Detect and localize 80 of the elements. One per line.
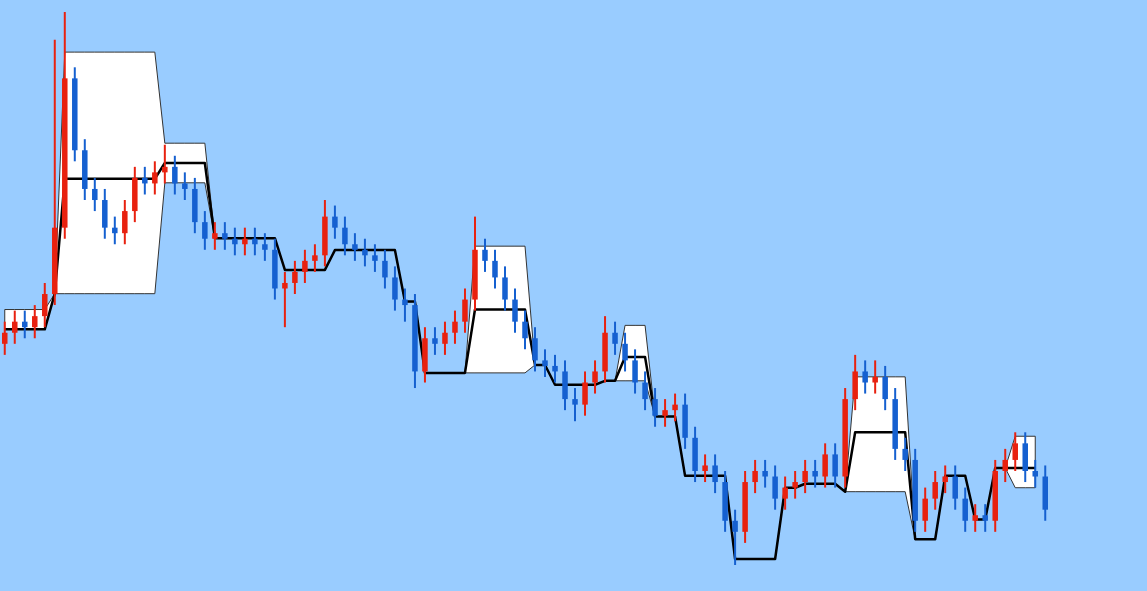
candlestick <box>452 309 458 345</box>
candlestick <box>342 215 348 257</box>
candlestick <box>982 503 988 533</box>
candlestick <box>212 221 218 251</box>
candlestick <box>522 309 528 351</box>
candlestick <box>592 359 598 395</box>
candlestick <box>302 248 308 284</box>
candlestick <box>712 453 718 495</box>
candlestick <box>372 243 378 273</box>
candlestick <box>902 436 908 472</box>
candlestick <box>792 469 798 500</box>
candlestick <box>482 237 488 273</box>
candlestick <box>152 160 158 196</box>
candlestick <box>1032 458 1038 489</box>
candlestick <box>352 232 358 262</box>
candlestick <box>922 486 928 533</box>
candlestick <box>42 281 48 329</box>
candlestick <box>932 469 938 511</box>
candlestick <box>642 370 648 412</box>
candlestick <box>972 503 978 533</box>
candlestick <box>752 458 758 495</box>
candlestick <box>652 387 658 428</box>
candlestick <box>2 320 8 356</box>
candlestick <box>502 265 508 312</box>
candlestick <box>122 199 128 246</box>
candlestick <box>552 353 558 384</box>
candlestick <box>142 165 148 196</box>
candlestick <box>832 442 838 489</box>
candlestick <box>882 364 888 412</box>
candlestick <box>92 176 98 213</box>
candlestick <box>172 154 178 196</box>
candlestick <box>382 248 388 290</box>
candlestick <box>222 221 228 251</box>
candlestick <box>812 458 818 489</box>
candlestick <box>952 464 958 511</box>
candlestick <box>962 486 968 533</box>
candlestick <box>622 331 628 373</box>
candlestick <box>662 398 668 428</box>
candlestick <box>542 348 548 378</box>
candlestick <box>802 458 808 495</box>
candlestick <box>572 387 578 423</box>
candlestick <box>462 287 468 334</box>
candlestick <box>232 226 238 257</box>
candlestick <box>612 320 618 356</box>
candlestick <box>492 248 498 290</box>
candlestick <box>362 237 368 268</box>
candlestick <box>12 309 18 345</box>
candlestick <box>732 508 738 566</box>
candlestick <box>942 464 948 495</box>
candlestick <box>282 270 288 329</box>
candlestick <box>582 370 588 417</box>
candlestick <box>532 326 538 373</box>
candlestick <box>252 226 258 257</box>
candlestick <box>702 453 708 484</box>
candlestick <box>762 458 768 489</box>
candlestick <box>262 232 268 262</box>
candlestick <box>32 304 38 340</box>
candlestick <box>22 309 28 340</box>
candlestick <box>332 204 338 240</box>
candlestick <box>162 143 168 185</box>
candlestick <box>402 287 408 323</box>
candlestick <box>392 265 398 312</box>
candlestick <box>1012 431 1018 472</box>
candlestick <box>442 320 448 356</box>
candlestick <box>242 226 248 257</box>
candlestick <box>822 442 828 489</box>
candlestick <box>292 259 298 296</box>
candlestick <box>432 326 438 356</box>
candlestick <box>312 243 318 273</box>
candlestick <box>672 392 678 423</box>
candlestick <box>112 215 118 246</box>
candlestick <box>782 475 788 511</box>
candlestick <box>872 359 878 395</box>
candlestick <box>182 171 188 202</box>
candlestick <box>862 359 868 395</box>
candlestick <box>632 348 638 395</box>
candlestick <box>512 287 518 334</box>
candlestick <box>202 210 208 251</box>
candlestick <box>1002 447 1008 484</box>
candlestick <box>772 464 778 511</box>
